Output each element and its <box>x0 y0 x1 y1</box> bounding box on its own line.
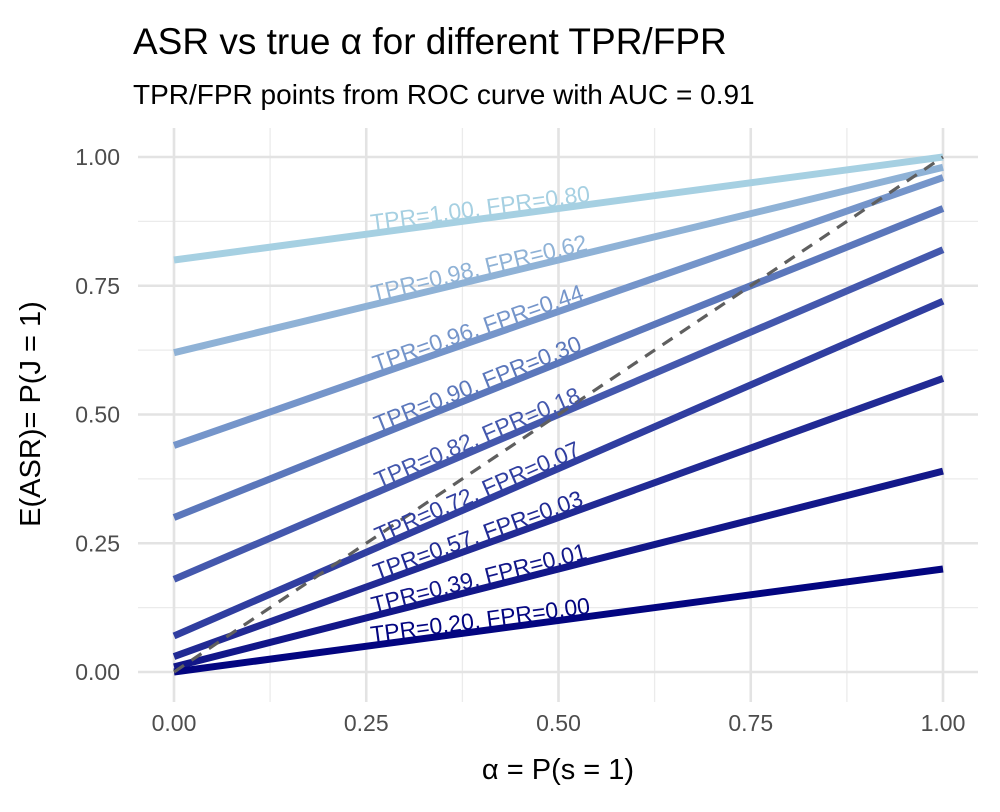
x-tick-label: 0.75 <box>728 710 773 736</box>
series-line <box>172 205 945 521</box>
series-line <box>173 153 944 264</box>
series-lines <box>172 153 945 676</box>
series-line <box>172 174 945 449</box>
y-axis-ticks: 0.00 0.25 0.50 0.75 1.00 <box>75 144 120 685</box>
y-tick-label: 0.50 <box>75 402 120 428</box>
series-line <box>173 565 944 676</box>
series-line <box>172 375 945 660</box>
y-axis-title: E(ASR)= P(J = 1) <box>15 301 47 527</box>
major-gridlines <box>138 128 978 702</box>
y-tick-label: 0.25 <box>75 530 120 556</box>
chart-subtitle: TPR/FPR points from ROC curve with AUC =… <box>133 79 755 110</box>
y-tick-label: 0.00 <box>75 659 120 685</box>
x-tick-label: 0.00 <box>152 710 197 736</box>
reference-diagonal-line <box>173 155 944 674</box>
chart-title: ASR vs true α for different TPR/FPR <box>133 21 727 62</box>
x-axis-title: α = P(s = 1) <box>482 754 634 786</box>
series-line <box>173 163 944 357</box>
y-tick-label: 0.75 <box>75 273 120 299</box>
x-tick-label: 0.25 <box>344 710 389 736</box>
series-line <box>173 467 944 671</box>
x-axis-ticks: 0.00 0.25 0.50 0.75 1.00 <box>152 710 966 736</box>
x-tick-label: 0.50 <box>536 710 581 736</box>
y-tick-label: 1.00 <box>75 144 120 170</box>
x-tick-label: 1.00 <box>921 710 966 736</box>
series-line <box>172 297 945 640</box>
